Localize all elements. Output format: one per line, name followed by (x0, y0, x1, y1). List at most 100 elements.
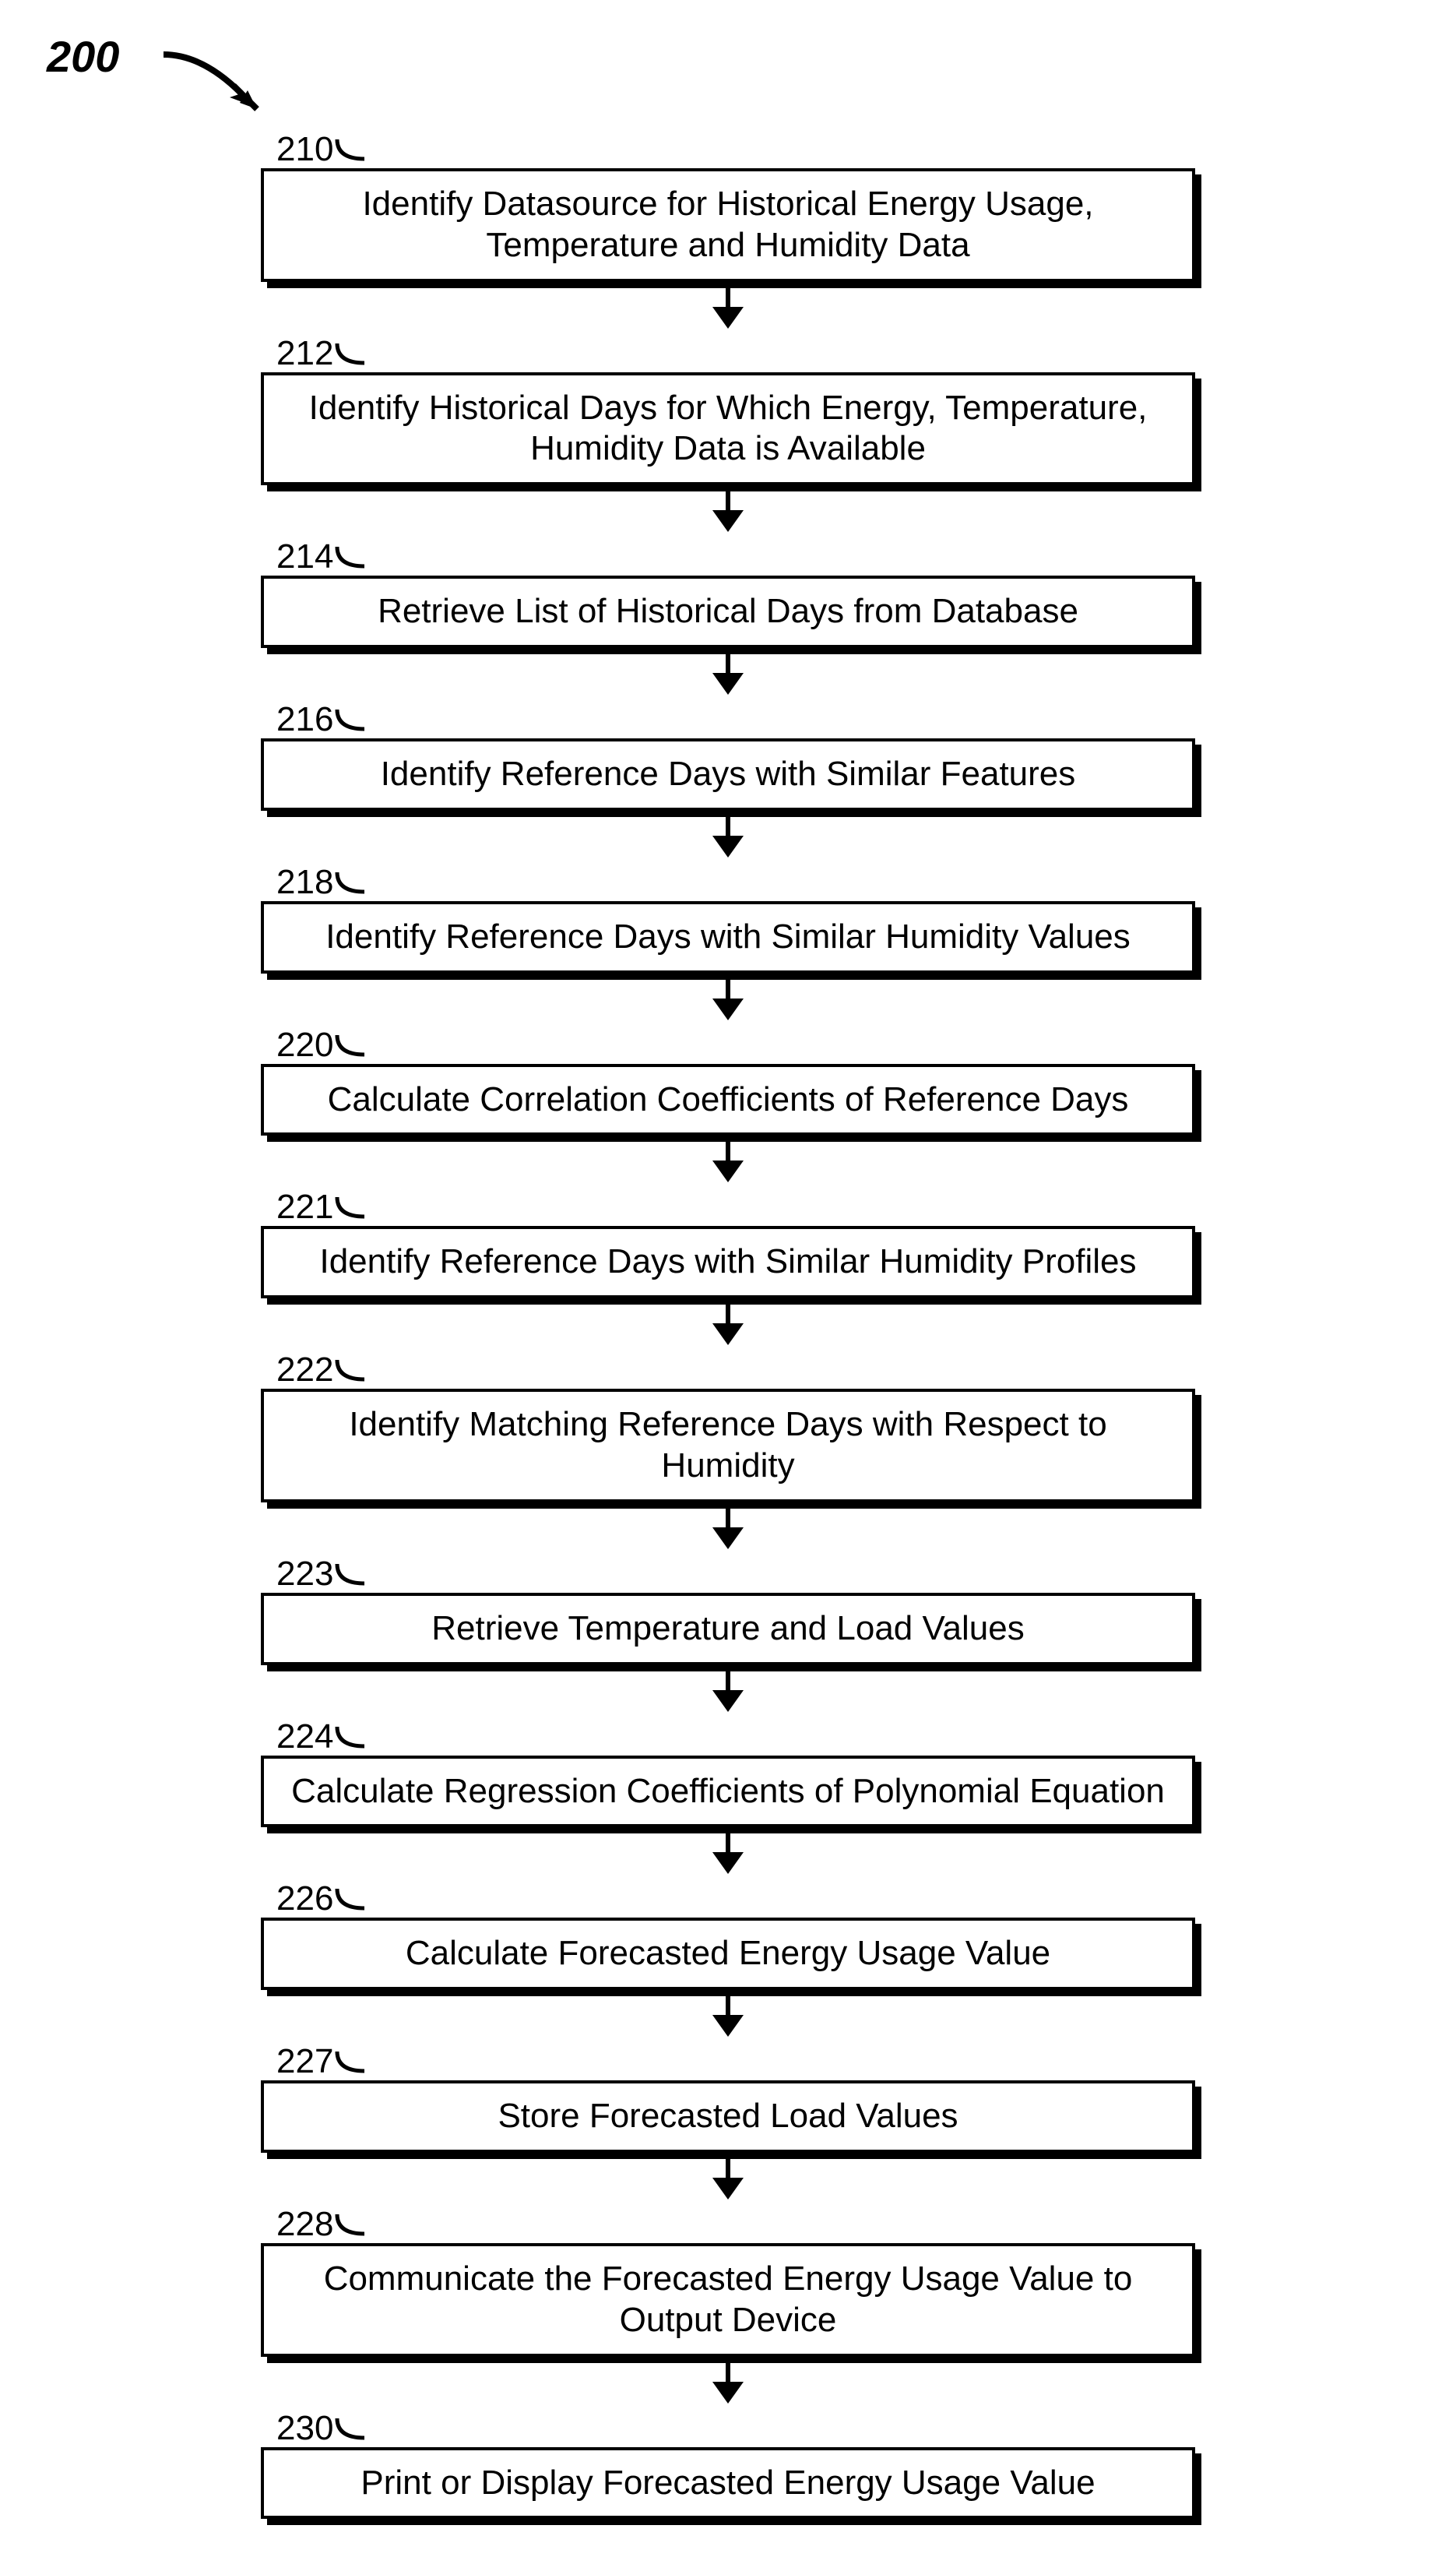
arrow-line (726, 1298, 730, 1323)
arrow-down-icon (261, 648, 1195, 695)
step-box: Identify Matching Reference Days with Re… (261, 1389, 1195, 1502)
step-box: Calculate Forecasted Energy Usage Value (261, 1918, 1195, 1990)
step-wrapper: 212Identify Historical Days for Which En… (261, 372, 1195, 486)
label-spacer (261, 2404, 1195, 2447)
step-box: Identify Historical Days for Which Energ… (261, 372, 1195, 486)
arrow-head (712, 1323, 744, 1345)
label-spacer (261, 2037, 1195, 2080)
arrow-down-icon (261, 2153, 1195, 2200)
arrow-down-icon (261, 1502, 1195, 1549)
flowchart-container: 200 210Identify Datasource for Historica… (47, 31, 1409, 2519)
arrow-down-icon (261, 1136, 1195, 1182)
arrow-line (726, 2357, 730, 2382)
label-spacer (261, 1549, 1195, 1593)
step-label: 221 (276, 1187, 372, 1227)
label-spacer (261, 1182, 1195, 1226)
arrow-line (726, 282, 730, 307)
step-label: 222 (276, 1350, 372, 1389)
arrow-head (712, 836, 744, 858)
step-label: 216 (276, 699, 372, 739)
step-wrapper: 226Calculate Forecasted Energy Usage Val… (261, 1918, 1195, 1990)
step-box: Communicate the Forecasted Energy Usage … (261, 2243, 1195, 2357)
arrow-line (726, 811, 730, 836)
arrow-line (726, 648, 730, 673)
arrow-down-icon (261, 1298, 1195, 1345)
step-box: Store Forecasted Load Values (261, 2080, 1195, 2153)
label-spacer (261, 1712, 1195, 1756)
step-wrapper: 222Identify Matching Reference Days with… (261, 1389, 1195, 1502)
arrow-line (726, 1502, 730, 1527)
step-wrapper: 218Identify Reference Days with Similar … (261, 901, 1195, 974)
step-wrapper: 214Retrieve List of Historical Days from… (261, 576, 1195, 648)
arrow-line (726, 974, 730, 999)
step-box: Identify Reference Days with Similar Fea… (261, 738, 1195, 811)
step-label: 220 (276, 1025, 372, 1065)
arrow-line (726, 1990, 730, 2015)
step-label: 218 (276, 862, 372, 902)
label-spacer (261, 1345, 1195, 1389)
label-spacer (261, 532, 1195, 576)
figure-header: 200 (47, 31, 1409, 109)
step-wrapper: 224Calculate Regression Coefficients of … (261, 1756, 1195, 1828)
arrow-head (712, 1690, 744, 1712)
arrow-line (726, 1665, 730, 1690)
label-spacer (261, 695, 1195, 738)
arrow-head (712, 1852, 744, 1874)
step-box: Retrieve Temperature and Load Values (261, 1593, 1195, 1665)
arrow-down-icon (261, 974, 1195, 1020)
step-label: 212 (276, 333, 372, 373)
arrow-down-icon (261, 1990, 1195, 2037)
figure-number: 200 (47, 31, 119, 82)
arrow-head (712, 673, 744, 695)
arrow-line (726, 2153, 730, 2178)
label-spacer (261, 2200, 1195, 2243)
arrow-down-icon (261, 485, 1195, 532)
arrow-head (712, 1527, 744, 1549)
arrow-down-icon (261, 811, 1195, 858)
arrow-head (712, 1161, 744, 1182)
arrow-line (726, 1827, 730, 1852)
step-box: Calculate Correlation Coefficients of Re… (261, 1064, 1195, 1136)
arrow-head (712, 2382, 744, 2404)
step-wrapper: 223Retrieve Temperature and Load Values (261, 1593, 1195, 1665)
step-label: 230 (276, 2408, 372, 2448)
arrow-head (712, 999, 744, 1020)
step-label: 224 (276, 1717, 372, 1756)
step-label: 210 (276, 129, 372, 169)
label-spacer (261, 329, 1195, 372)
step-label: 227 (276, 2041, 372, 2081)
label-spacer (261, 858, 1195, 901)
step-box: Identify Reference Days with Similar Hum… (261, 1226, 1195, 1298)
arrow-down-icon (261, 1665, 1195, 1712)
steps-root: 210Identify Datasource for Historical En… (261, 125, 1195, 2519)
step-wrapper: 210Identify Datasource for Historical En… (261, 168, 1195, 282)
step-wrapper: 227Store Forecasted Load Values (261, 2080, 1195, 2153)
step-wrapper: 230Print or Display Forecasted Energy Us… (261, 2447, 1195, 2520)
step-wrapper: 228Communicate the Forecasted Energy Usa… (261, 2243, 1195, 2357)
step-box: Identify Reference Days with Similar Hum… (261, 901, 1195, 974)
step-wrapper: 216Identify Reference Days with Similar … (261, 738, 1195, 811)
arrow-head (712, 2015, 744, 2037)
step-wrapper: 220Calculate Correlation Coefficients of… (261, 1064, 1195, 1136)
arrow-line (726, 1136, 730, 1161)
arrow-down-icon (261, 2357, 1195, 2404)
step-box: Calculate Regression Coefficients of Pol… (261, 1756, 1195, 1828)
step-box: Identify Datasource for Historical Energ… (261, 168, 1195, 282)
arrow-line (726, 485, 730, 510)
step-label: 223 (276, 1554, 372, 1594)
step-wrapper: 221Identify Reference Days with Similar … (261, 1226, 1195, 1298)
curved-arrow-icon (156, 47, 280, 125)
label-spacer (261, 1874, 1195, 1918)
arrow-head (712, 510, 744, 532)
arrow-head (712, 307, 744, 329)
arrow-down-icon (261, 282, 1195, 329)
label-spacer (261, 125, 1195, 168)
arrow-down-icon (261, 1827, 1195, 1874)
step-label: 226 (276, 1879, 372, 1918)
arrow-head (712, 2178, 744, 2200)
step-label: 228 (276, 2204, 372, 2244)
step-box: Print or Display Forecasted Energy Usage… (261, 2447, 1195, 2520)
label-spacer (261, 1020, 1195, 1064)
step-label: 214 (276, 537, 372, 576)
step-box: Retrieve List of Historical Days from Da… (261, 576, 1195, 648)
